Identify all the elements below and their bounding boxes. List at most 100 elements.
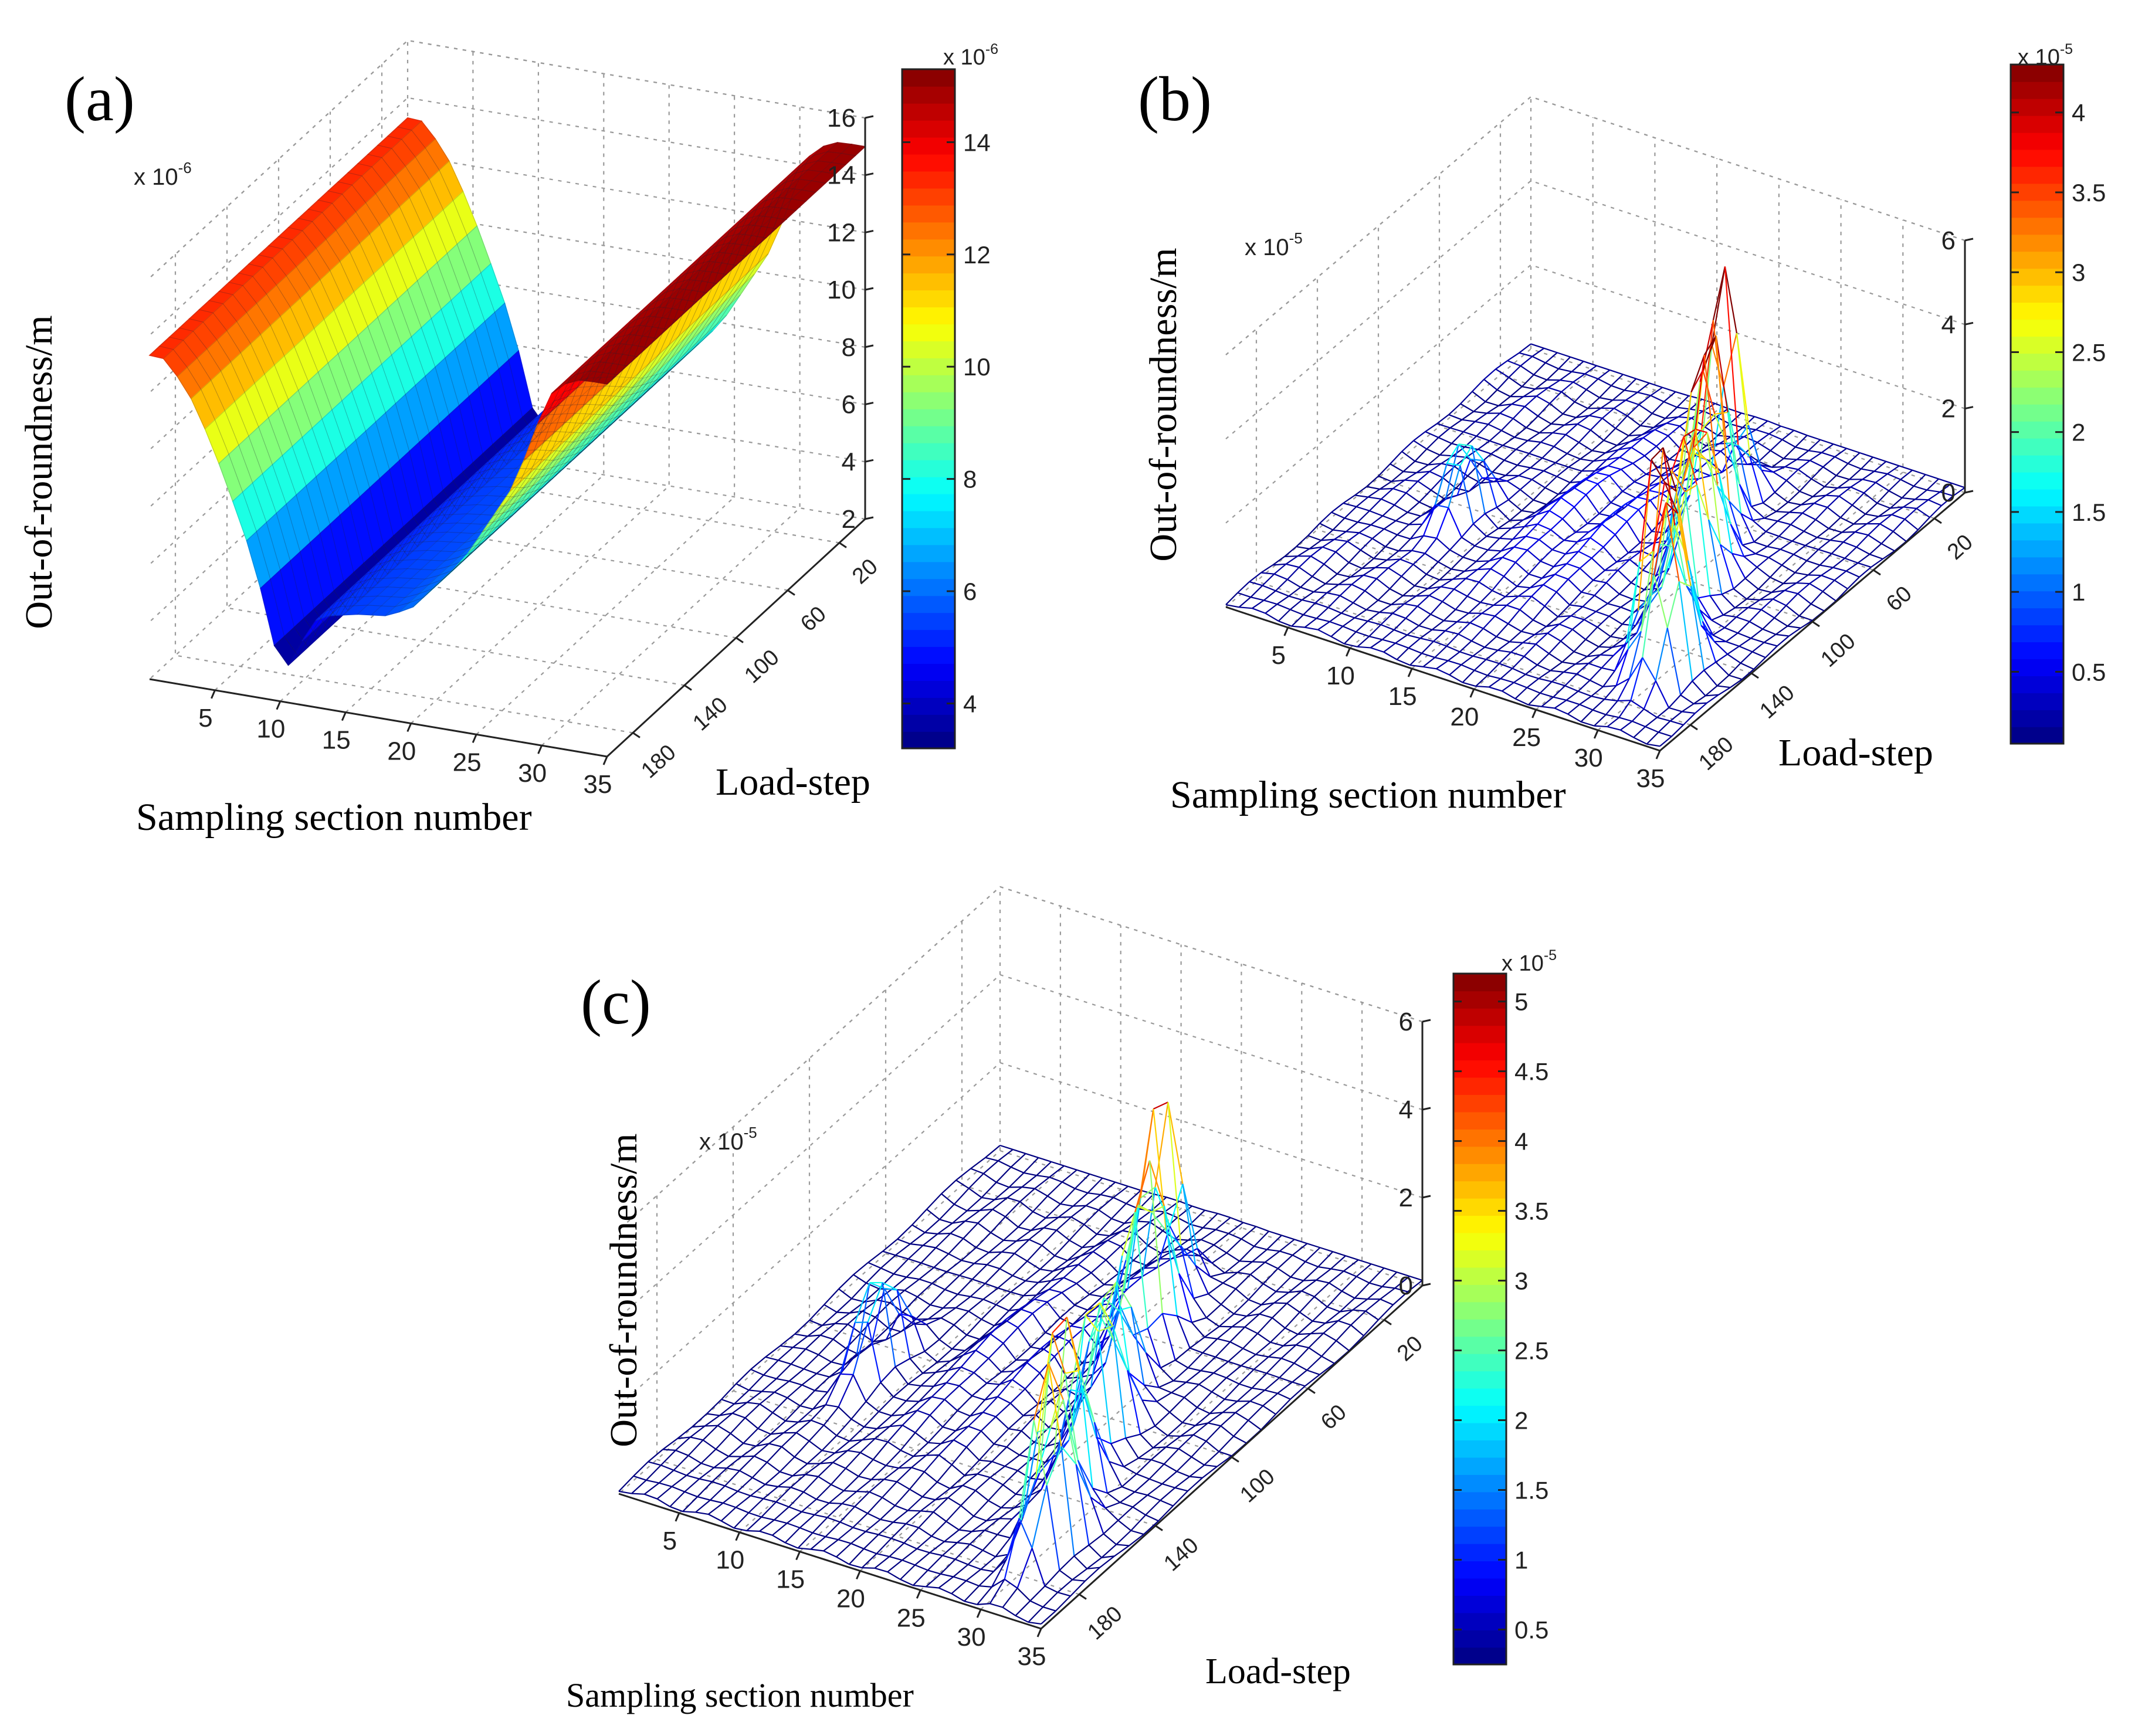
mesh-segment (1157, 1402, 1170, 1412)
mesh-segment (1009, 1429, 1022, 1431)
mesh-segment (780, 1471, 793, 1476)
mesh-segment (1027, 1245, 1042, 1261)
mesh-segment (1261, 572, 1274, 574)
mesh-segment (1184, 1398, 1197, 1408)
mesh-segment (1392, 604, 1404, 613)
mesh-segment (919, 1267, 934, 1279)
mesh-segment (1510, 520, 1523, 521)
mesh-segment (1205, 1327, 1219, 1337)
mesh-segment (1272, 1303, 1287, 1318)
mesh-segment (923, 1245, 936, 1247)
mesh-segment (811, 1537, 825, 1549)
mesh-segment (736, 1507, 749, 1513)
mesh-segment (1366, 601, 1378, 610)
mesh-segment (1502, 419, 1513, 430)
mesh-segment (1672, 725, 1683, 737)
mesh-segment (1782, 565, 1795, 573)
mesh-segment (1516, 562, 1529, 574)
mesh-segment (1729, 675, 1742, 679)
mesh-segment (1147, 1495, 1160, 1500)
mesh-segment (1356, 507, 1369, 511)
mesh-segment (1223, 1273, 1238, 1283)
mesh-segment (1279, 1363, 1294, 1378)
mesh-segment (1776, 635, 1789, 636)
mesh-segment (934, 1254, 948, 1267)
x-axis (619, 1494, 1041, 1629)
mesh-segment (1785, 467, 1798, 470)
mesh-segment (760, 1404, 772, 1413)
mesh-segment (1575, 663, 1588, 664)
colorbar-tick-label: 4 (2072, 99, 2085, 127)
mesh-segment (1075, 1294, 1089, 1305)
mesh-segment (1646, 474, 1659, 477)
mesh-segment (1001, 1360, 1016, 1372)
mesh-segment (984, 1161, 998, 1174)
mesh-segment (864, 1427, 877, 1429)
mesh-segment (690, 1437, 703, 1440)
mesh-segment (1413, 554, 1425, 565)
mesh-segment (1557, 579, 1568, 592)
mesh-segment (1472, 641, 1485, 647)
mesh-segment (917, 1536, 931, 1549)
mesh-segment (875, 1568, 887, 1572)
mesh-segment (716, 1433, 730, 1449)
mesh-segment (1797, 460, 1809, 461)
mesh-segment (1035, 1189, 1048, 1196)
mesh-segment (1409, 648, 1422, 653)
mesh-segment (831, 1469, 846, 1485)
mesh-segment (1592, 450, 1605, 453)
mesh-segment (1405, 473, 1417, 480)
mesh-segment (1538, 524, 1551, 530)
mesh-segment (836, 1419, 851, 1436)
mesh-segment (1384, 643, 1395, 652)
mesh-segment (1179, 1435, 1194, 1449)
mesh-segment (1368, 612, 1380, 621)
grid-line-z (1226, 181, 1965, 439)
mesh-segment (1641, 426, 1653, 428)
mesh-segment (838, 1528, 853, 1540)
mesh-segment (1572, 372, 1585, 374)
mesh-segment (1815, 507, 1827, 520)
mesh-segment (1602, 524, 1615, 535)
mesh-segment (1849, 469, 1861, 479)
mesh-segment (1519, 476, 1531, 480)
mesh-segment (1468, 582, 1479, 596)
mesh-segment (1914, 486, 1927, 490)
mesh-segment (825, 1537, 838, 1540)
mesh-segment (1243, 1348, 1256, 1354)
colorbar-band (2011, 693, 2063, 710)
mesh-segment (1062, 1170, 1077, 1182)
mesh-segment (1140, 1426, 1155, 1434)
mesh-segment (1497, 507, 1510, 520)
mesh-segment (1019, 1455, 1032, 1458)
mesh-segment (1150, 1464, 1164, 1479)
mesh-segment (1743, 545, 1756, 554)
mesh-segment (1371, 516, 1382, 525)
x-tick-mark (856, 1571, 860, 1579)
mesh-segment (1217, 1456, 1232, 1466)
mesh-segment (1513, 419, 1526, 428)
mesh-segment (1804, 531, 1817, 538)
mesh-segment (1018, 1588, 1031, 1601)
mesh-segment (1670, 711, 1682, 721)
mesh-segment (1664, 402, 1677, 408)
mesh-segment (1397, 648, 1409, 660)
mesh-segment (1899, 466, 1912, 470)
mesh-segment (740, 1456, 754, 1471)
mesh-segment (1088, 1193, 1101, 1195)
colorbar-b: 0.511.522.533.54 (2011, 65, 2106, 744)
mesh-segment (1864, 493, 1877, 503)
mesh-segment (1203, 1228, 1216, 1229)
mesh-segment (1607, 717, 1619, 727)
mesh-segment (1809, 575, 1821, 584)
mesh-segment (1649, 490, 1662, 493)
mesh-segment (928, 1555, 943, 1570)
mesh-segment (976, 1350, 989, 1358)
mesh-segment (988, 1485, 1003, 1501)
mesh-segment (1024, 1415, 1036, 1416)
mesh-segment (896, 1244, 910, 1255)
mesh-segment (1171, 1393, 1184, 1398)
mesh-segment (1536, 644, 1548, 653)
panel-label-b: (b) (1138, 65, 1212, 134)
